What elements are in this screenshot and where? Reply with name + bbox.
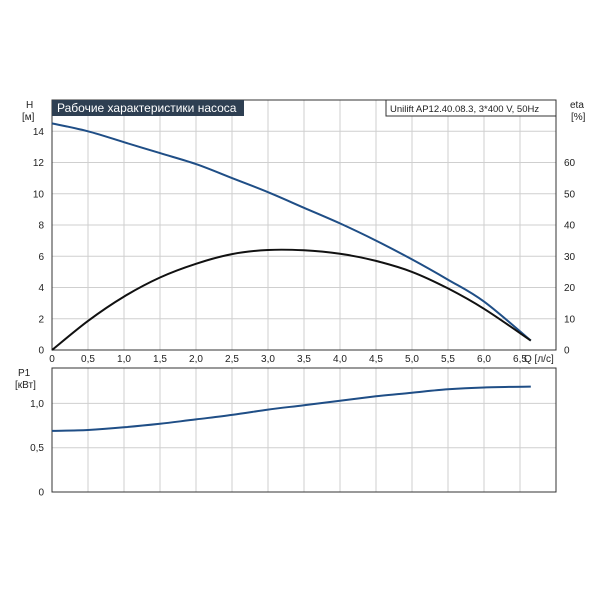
y2-tick-label: 40 xyxy=(564,221,576,232)
x-tick-label: 4,5 xyxy=(369,354,383,365)
series-h-curve xyxy=(51,122,532,342)
x-tick-label: 2,5 xyxy=(225,354,239,365)
x-tick-label: 1,5 xyxy=(153,354,167,365)
y-axis-label-unit: [м] xyxy=(22,112,35,123)
y2-tick-label: 20 xyxy=(564,283,576,294)
upper-chart: 0 0,5 1,0 1,5 2,0 2,5 3,0 3,5 4,0 4,5 5,0 5,5 6,0 6,5… xyxy=(22,99,586,365)
x-tick-label: 5,0 xyxy=(405,354,419,365)
p1-axis-label-unit: [кВт] xyxy=(15,380,36,391)
lower-tick-labels: 0 0,5 1,0 xyxy=(30,399,44,499)
lower-grid xyxy=(52,368,556,492)
x-axis-label: Q [л/с] xyxy=(524,354,554,365)
p1-axis-label-name: P1 xyxy=(18,368,31,379)
x-tick-label: 4,0 xyxy=(333,354,347,365)
upper-plot-frame xyxy=(51,99,557,351)
x-tick-label: 0 xyxy=(49,354,55,365)
y-tick-label: 12 xyxy=(33,158,45,169)
x-tick-label: 2,0 xyxy=(189,354,203,365)
y-tick-label: 2 xyxy=(38,314,44,325)
y-tick-label: 10 xyxy=(33,189,45,200)
y2-tick-label: 60 xyxy=(564,158,576,169)
upper-grid xyxy=(52,100,556,350)
y2-tick-label: 50 xyxy=(564,189,576,200)
y2-tick-label: 30 xyxy=(564,252,576,263)
y-tick-label: 0 xyxy=(38,346,44,357)
upper-tick-labels: 0 0,5 1,0 1,5 2,0 2,5 3,0 3,5 4,0 4,5 5,0 5,5 6,0 6,5… xyxy=(33,127,576,365)
y2-axis-label-unit: [%] xyxy=(571,112,586,123)
y-tick-label: 4 xyxy=(38,283,44,294)
x-tick-label: 5,5 xyxy=(441,354,455,365)
y2-tick-label: 10 xyxy=(564,314,576,325)
series-p1-curve xyxy=(51,385,531,432)
lower-chart: 0 0,5 1,0 P1 [кВт] xyxy=(15,367,557,499)
y2-tick-label: 0 xyxy=(564,346,570,357)
chart-title-box xyxy=(52,100,244,116)
y-tick-label: 6 xyxy=(38,252,44,263)
x-tick-label: 0,5 xyxy=(81,354,95,365)
p1-tick-label: 0,5 xyxy=(30,443,44,454)
y-axis-label-name: H xyxy=(26,100,33,111)
model-label-box xyxy=(385,99,557,117)
series-eta-curve xyxy=(51,248,532,351)
x-tick-label: 6,5 xyxy=(513,354,527,365)
x-tick-label: 3,0 xyxy=(261,354,275,365)
p1-tick-label: 1,0 xyxy=(30,399,44,410)
y-tick-label: 14 xyxy=(33,127,45,138)
y-tick-label: 8 xyxy=(38,221,44,232)
x-tick-label: 3,5 xyxy=(297,354,311,365)
x-tick-label: 1,0 xyxy=(117,354,131,365)
chart-title: Рабочие характеристики насоса xyxy=(57,101,237,115)
p1-tick-label: 0 xyxy=(38,488,44,499)
x-tick-label: 6,0 xyxy=(477,354,491,365)
y2-axis-label-name: eta xyxy=(570,100,584,111)
model-label: Unilift AP12.40.08.3, 3*400 V, 50Hz xyxy=(390,104,539,115)
